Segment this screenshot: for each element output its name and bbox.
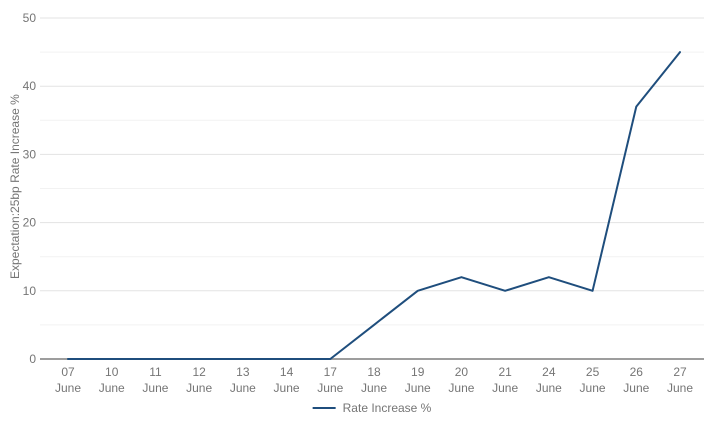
x-tick-label: 17 June [317, 365, 343, 395]
legend-series-label: Rate Increase % [342, 401, 432, 415]
y-axis-title: Expectation:25bp Rate Increase % [8, 94, 22, 279]
x-tick-label: 14 June [274, 365, 300, 395]
x-tick-label: 07 June [55, 365, 81, 395]
x-tick-label: 27 June [667, 365, 693, 395]
y-tick-label: 40 [23, 79, 37, 93]
x-tick-label: 18 June [361, 365, 387, 395]
y-tick-label: 30 [23, 147, 37, 161]
y-tick-label: 20 [23, 216, 37, 230]
legend-line-swatch [312, 407, 336, 409]
y-tick-label: 0 [29, 352, 36, 366]
x-tick-label: 21 June [492, 365, 518, 395]
x-tick-label: 20 June [448, 365, 474, 395]
y-tick-label: 10 [23, 284, 37, 298]
plot-area: 0 10 20 30 40 50 07 June 10 June 11 June 12 June 13 Jun… [23, 11, 704, 395]
x-tick-label: 19 June [405, 365, 431, 395]
x-tick-label: 11 June [142, 365, 168, 395]
y-tick-label: 50 [23, 11, 37, 25]
x-tick-label: 10 June [99, 365, 125, 395]
rate-increase-line-series [67, 51, 681, 360]
x-tick-label: 25 June [580, 365, 606, 395]
x-tick-label: 26 June [623, 365, 649, 395]
chart-legend: Rate Increase % [312, 401, 432, 415]
x-tick-label: 12 June [186, 365, 212, 395]
x-tick-label: 13 June [230, 365, 256, 395]
x-tick-label: 24 June [536, 365, 562, 395]
